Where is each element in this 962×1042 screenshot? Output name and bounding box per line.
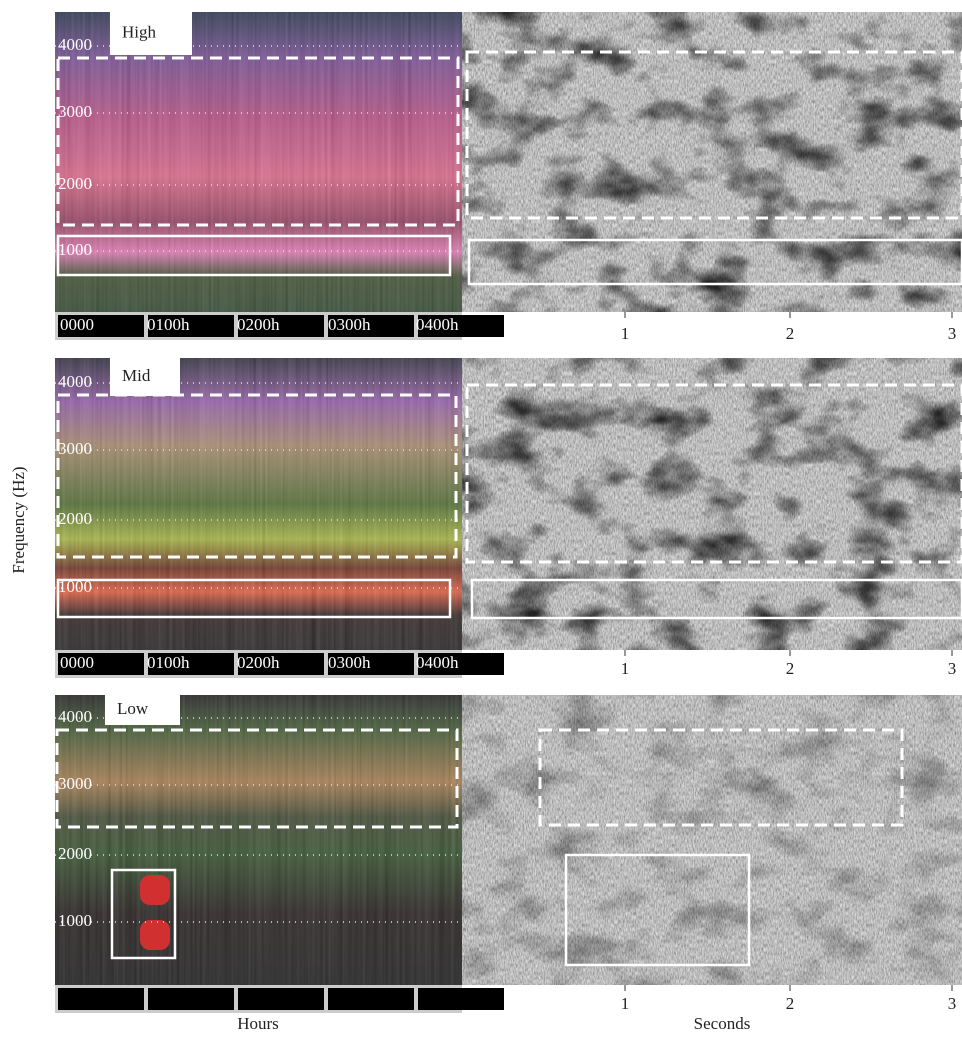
time-strip-cell (58, 988, 144, 1010)
second-tick-label: 2 (786, 994, 795, 1013)
second-tick-label: 3 (948, 659, 957, 678)
hour-tick-label: 0100h (147, 653, 190, 672)
time-strip-cell (148, 988, 234, 1010)
hour-tick-label: 0200h (237, 653, 280, 672)
hour-tick-label: 0300h (328, 315, 371, 334)
panel-label: Mid (122, 366, 151, 385)
second-tick-label: 1 (621, 659, 630, 678)
panel-label: High (122, 22, 157, 41)
time-strip-cell (328, 988, 414, 1010)
frequency-tick-label: 3000 (58, 439, 92, 458)
red-spot (140, 920, 170, 950)
second-tick-label: 1 (621, 994, 630, 1013)
dark-calls (462, 695, 962, 985)
hour-tick-label: 0000 (60, 315, 94, 334)
x-axis-label: Seconds (694, 1014, 751, 1033)
hour-tick-label: 0000 (60, 653, 94, 672)
dark-calls (462, 358, 962, 650)
second-tick-label: 3 (948, 994, 957, 1013)
spectrogram-texture (55, 358, 462, 650)
frequency-tick-label: 2000 (58, 844, 92, 863)
dark-calls (462, 12, 962, 312)
frequency-tick-label: 1000 (58, 911, 92, 930)
second-tick-label: 2 (786, 659, 795, 678)
second-tick-label: 2 (786, 324, 795, 343)
frequency-tick-label: 4000 (58, 707, 92, 726)
figure: 4000 3000 2000 1000 High 0000 0100h 0200h 0300h 0… (0, 0, 962, 1037)
frequency-tick-label: 3000 (58, 102, 92, 121)
time-strip-cell (418, 988, 504, 1010)
x-axis-label: Hours (237, 1014, 279, 1033)
frequency-tick-label: 4000 (58, 35, 92, 54)
spectrogram-texture (55, 695, 462, 985)
second-tick-label: 1 (621, 324, 630, 343)
hour-tick-label: 0300h (328, 653, 371, 672)
frequency-tick-label: 3000 (58, 774, 92, 793)
frequency-tick-label: 4000 (58, 372, 92, 391)
frequency-tick-label: 2000 (58, 509, 92, 528)
hour-tick-label: 0100h (147, 315, 190, 334)
panel-label: Low (117, 699, 149, 718)
time-strip-cell (238, 988, 324, 1010)
y-axis-label: Frequency (Hz) (9, 466, 28, 573)
frequency-tick-label: 1000 (58, 240, 92, 259)
second-tick-label: 3 (948, 324, 957, 343)
hour-tick-label: 0400h (416, 315, 459, 334)
hour-tick-label: 0400h (416, 653, 459, 672)
red-spot (140, 875, 170, 905)
frequency-tick-label: 2000 (58, 174, 92, 193)
hour-tick-label: 0200h (237, 315, 280, 334)
